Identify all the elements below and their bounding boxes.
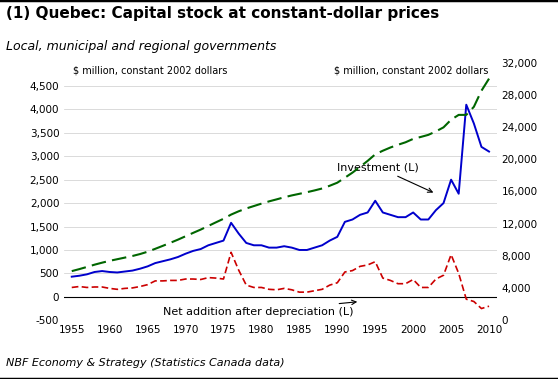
Text: $ million, constant 2002 dollars: $ million, constant 2002 dollars (334, 65, 488, 75)
Text: NBF Economy & Strategy (Statistics Canada data): NBF Economy & Strategy (Statistics Canad… (6, 358, 284, 368)
Text: $ million, constant 2002 dollars: $ million, constant 2002 dollars (73, 65, 227, 75)
Text: Investment (L): Investment (L) (337, 162, 432, 192)
Text: (1) Quebec: Capital stock at constant-dollar prices: (1) Quebec: Capital stock at constant-do… (6, 6, 439, 21)
Text: Net addition after depreciation (L): Net addition after depreciation (L) (163, 300, 356, 316)
Text: Local, municipal and regional governments: Local, municipal and regional government… (6, 40, 276, 53)
